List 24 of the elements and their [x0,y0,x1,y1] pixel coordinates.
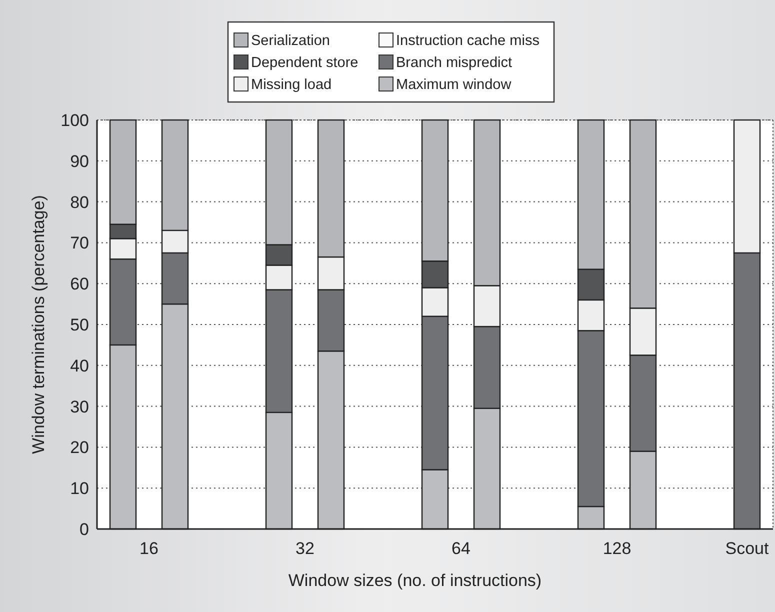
y-tick-label: 50 [70,315,89,334]
x-tick-label: 16 [140,539,158,558]
y-tick-label: 30 [70,397,89,416]
legend-label: Dependent store [251,55,358,72]
y-tick-label: 100 [60,110,89,130]
legend-label: Branch mispredict [396,55,512,72]
x-tick-label: 128 [602,539,632,558]
y-tick-label: 0 [80,520,89,539]
legend-label: Instruction cache miss [396,33,540,50]
y-tick-label: 80 [70,192,89,212]
y-tick-label: 20 [70,438,89,458]
y-tick-label: 10 [70,479,89,498]
y-axis-title: Window terminations (percentage) [29,195,48,454]
legend-label: Missing load [251,77,332,94]
y-tick-label: 90 [70,152,89,171]
x-tick-label: 32 [296,539,314,558]
y-tick-label: 40 [70,356,89,376]
legend-label: Maximum window [396,77,512,94]
x-tick-label: 64 [452,539,470,558]
x-tick-label: Scout [725,539,770,558]
y-tick-label: 60 [70,274,89,294]
x-axis-title: Window sizes (no. of instructions) [288,571,542,590]
y-tick-label: 70 [70,234,89,253]
legend-label: Serialization [251,33,330,50]
